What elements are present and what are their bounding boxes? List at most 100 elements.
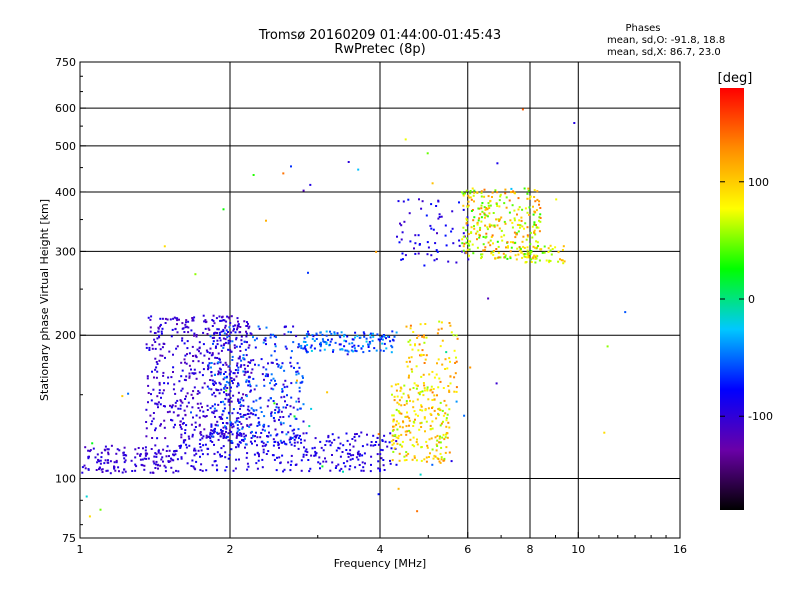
data-point bbox=[162, 342, 165, 345]
data-point bbox=[194, 372, 197, 375]
y-tick-label: 300 bbox=[55, 245, 76, 258]
data-point bbox=[477, 219, 480, 222]
data-point bbox=[348, 342, 351, 345]
data-point bbox=[513, 191, 516, 194]
data-point bbox=[249, 431, 252, 434]
data-point bbox=[210, 374, 213, 377]
data-point bbox=[275, 383, 278, 385]
data-point bbox=[439, 401, 442, 404]
data-point bbox=[416, 510, 419, 513]
data-point bbox=[526, 197, 529, 200]
data-point bbox=[365, 340, 368, 343]
data-point bbox=[207, 367, 210, 369]
data-point bbox=[423, 341, 426, 344]
data-point bbox=[510, 246, 513, 249]
data-point bbox=[224, 326, 227, 329]
data-point bbox=[330, 441, 333, 444]
data-point bbox=[193, 449, 195, 452]
data-point bbox=[227, 339, 230, 342]
data-point bbox=[213, 374, 216, 376]
data-point bbox=[533, 221, 536, 224]
data-point bbox=[381, 449, 384, 452]
data-point bbox=[237, 323, 240, 326]
data-point bbox=[290, 165, 292, 168]
data-point bbox=[268, 431, 270, 434]
data-point bbox=[351, 345, 354, 348]
data-point bbox=[219, 455, 222, 458]
data-point bbox=[488, 223, 491, 226]
data-point bbox=[420, 446, 423, 449]
data-point bbox=[104, 459, 107, 462]
data-point bbox=[231, 441, 234, 444]
data-point bbox=[210, 362, 213, 364]
data-point bbox=[118, 470, 120, 473]
data-point bbox=[320, 446, 323, 449]
data-point bbox=[233, 344, 236, 347]
data-point bbox=[388, 441, 391, 444]
data-point bbox=[211, 405, 214, 408]
data-point bbox=[260, 358, 263, 361]
data-point bbox=[354, 466, 357, 469]
data-point bbox=[346, 353, 349, 356]
data-point bbox=[327, 434, 330, 437]
data-point bbox=[213, 362, 216, 365]
data-point bbox=[209, 335, 212, 338]
data-point bbox=[252, 359, 255, 362]
data-point bbox=[159, 325, 161, 328]
data-point bbox=[202, 343, 205, 346]
data-point bbox=[500, 229, 503, 232]
data-point bbox=[278, 456, 281, 459]
data-point bbox=[381, 338, 384, 341]
data-point bbox=[234, 331, 237, 334]
data-point bbox=[154, 347, 157, 350]
data-point bbox=[557, 260, 560, 263]
data-point bbox=[96, 461, 99, 464]
data-point bbox=[421, 335, 424, 338]
data-point bbox=[363, 452, 366, 455]
data-point bbox=[315, 338, 318, 340]
data-point bbox=[87, 457, 90, 460]
data-point bbox=[147, 316, 150, 319]
data-point bbox=[315, 333, 318, 336]
data-point bbox=[222, 378, 225, 381]
data-point bbox=[161, 317, 164, 320]
data-point bbox=[237, 398, 240, 401]
data-point bbox=[408, 424, 410, 427]
data-point bbox=[520, 216, 523, 219]
data-point bbox=[185, 424, 188, 427]
data-point bbox=[210, 366, 212, 369]
data-point bbox=[248, 380, 251, 383]
data-point bbox=[145, 457, 148, 460]
data-point bbox=[407, 396, 410, 399]
data-point bbox=[500, 235, 503, 238]
data-point bbox=[155, 460, 158, 463]
data-point bbox=[216, 451, 219, 454]
data-point bbox=[472, 252, 475, 255]
data-point bbox=[210, 429, 213, 432]
data-point bbox=[175, 317, 178, 320]
data-point bbox=[228, 383, 231, 386]
data-point bbox=[224, 425, 226, 428]
data-point bbox=[277, 444, 280, 447]
data-point bbox=[184, 432, 187, 435]
data-point bbox=[228, 365, 231, 368]
data-point bbox=[365, 337, 368, 340]
data-point bbox=[216, 357, 219, 359]
data-point bbox=[222, 346, 225, 349]
data-point bbox=[209, 347, 212, 350]
data-point bbox=[214, 415, 216, 418]
data-point bbox=[549, 249, 552, 252]
data-point bbox=[289, 441, 292, 444]
data-point bbox=[231, 433, 234, 436]
data-point bbox=[401, 426, 404, 429]
data-point bbox=[84, 467, 87, 470]
data-point bbox=[325, 343, 328, 345]
data-point bbox=[263, 415, 266, 418]
data-point bbox=[407, 394, 410, 397]
data-point bbox=[478, 217, 481, 220]
data-point bbox=[319, 440, 322, 443]
data-point bbox=[413, 445, 416, 448]
data-point bbox=[487, 297, 490, 300]
data-point bbox=[305, 454, 308, 456]
data-point bbox=[256, 444, 258, 447]
